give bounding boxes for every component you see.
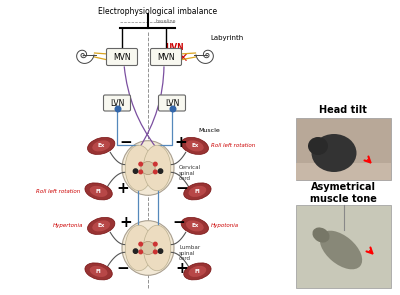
Text: Ex: Ex (191, 223, 198, 228)
Circle shape (154, 242, 157, 246)
Circle shape (154, 250, 157, 254)
Circle shape (139, 170, 142, 174)
Text: ✕: ✕ (178, 52, 188, 65)
Text: +: + (117, 181, 129, 196)
Ellipse shape (88, 137, 115, 155)
Text: +: + (119, 215, 132, 230)
Circle shape (158, 249, 163, 253)
Text: Fl: Fl (96, 189, 102, 194)
Circle shape (139, 242, 142, 246)
Ellipse shape (312, 227, 330, 242)
Ellipse shape (144, 225, 171, 271)
Ellipse shape (85, 263, 112, 280)
Text: LVN: LVN (165, 99, 179, 107)
Text: MVN: MVN (157, 53, 175, 61)
Text: Electrophysiological imbalance: Electrophysiological imbalance (98, 7, 218, 16)
Bar (296, 205, 391, 288)
FancyBboxPatch shape (150, 48, 182, 65)
Ellipse shape (141, 242, 155, 255)
Ellipse shape (90, 186, 108, 197)
Text: LVN: LVN (110, 99, 124, 107)
Ellipse shape (188, 266, 206, 277)
Text: Labyrinth: Labyrinth (210, 35, 243, 41)
Circle shape (158, 169, 163, 173)
Ellipse shape (125, 225, 152, 271)
Text: Hypotonia: Hypotonia (211, 223, 239, 228)
Text: Roll left rotation: Roll left rotation (36, 189, 80, 194)
Ellipse shape (122, 141, 174, 195)
Ellipse shape (184, 263, 211, 280)
Circle shape (146, 166, 150, 170)
Ellipse shape (92, 140, 110, 151)
Ellipse shape (186, 220, 204, 232)
Circle shape (146, 246, 150, 250)
Text: +: + (175, 261, 188, 276)
Text: Ex: Ex (98, 223, 105, 228)
Text: Fl: Fl (194, 189, 200, 194)
Circle shape (154, 162, 157, 166)
Circle shape (139, 250, 142, 254)
Text: Head tilt: Head tilt (319, 105, 367, 115)
Text: −: − (117, 261, 129, 276)
Text: Hypertonia: Hypertonia (53, 223, 83, 228)
Text: Ex: Ex (191, 143, 198, 148)
Ellipse shape (92, 220, 110, 232)
Text: −: − (119, 135, 132, 150)
Text: +: + (175, 135, 188, 150)
Text: Ex: Ex (98, 143, 105, 148)
Text: Lumbar
spinal
cord: Lumbar spinal cord (179, 245, 200, 261)
Ellipse shape (144, 145, 171, 191)
Ellipse shape (320, 231, 362, 269)
Circle shape (133, 169, 138, 173)
Ellipse shape (90, 266, 108, 277)
FancyBboxPatch shape (158, 95, 186, 111)
Ellipse shape (312, 134, 356, 172)
Circle shape (133, 249, 138, 253)
Circle shape (170, 106, 176, 112)
Bar (296, 163, 391, 180)
Text: −: − (175, 181, 188, 196)
Ellipse shape (184, 183, 211, 200)
Ellipse shape (181, 217, 208, 235)
Text: Roll left rotation: Roll left rotation (211, 143, 255, 148)
Ellipse shape (85, 183, 112, 200)
Text: UVN: UVN (166, 42, 184, 52)
FancyBboxPatch shape (104, 95, 130, 111)
FancyBboxPatch shape (106, 48, 138, 65)
Ellipse shape (188, 186, 206, 197)
Ellipse shape (141, 161, 155, 175)
Text: Cervical
spinal
cord: Cervical spinal cord (179, 165, 201, 181)
Circle shape (115, 106, 121, 112)
Text: Muscle: Muscle (199, 128, 220, 133)
Ellipse shape (308, 137, 328, 155)
Text: Fl: Fl (194, 269, 200, 274)
Text: baseline: baseline (156, 19, 176, 24)
Ellipse shape (181, 137, 208, 155)
Ellipse shape (186, 140, 204, 151)
Circle shape (139, 162, 142, 166)
Bar (296, 118, 391, 180)
Ellipse shape (88, 217, 115, 235)
Ellipse shape (122, 221, 174, 275)
Text: −: − (173, 215, 186, 230)
Text: MVN: MVN (113, 53, 131, 61)
Circle shape (154, 170, 157, 174)
Ellipse shape (125, 145, 152, 191)
Text: Fl: Fl (96, 269, 102, 274)
Text: Asymetrical
muscle tone: Asymetrical muscle tone (310, 182, 376, 204)
